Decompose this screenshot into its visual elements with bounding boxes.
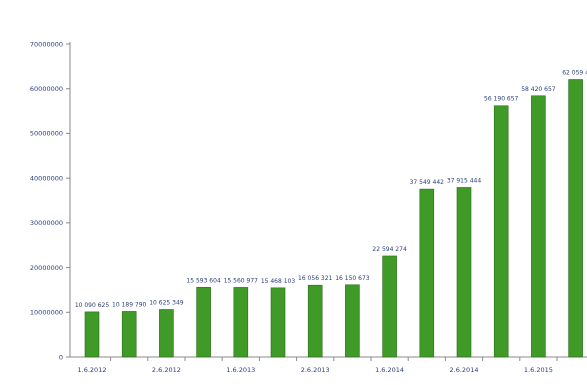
x-tick-label: 2.6.2012 [152, 366, 181, 374]
data-label: 37 549 442 [410, 179, 445, 186]
x-tick-label: 1.6.2012 [78, 366, 107, 374]
x-tick-label: 1.6.2013 [226, 366, 255, 374]
y-tick-label: 30000000 [30, 219, 63, 227]
data-label: 56 190 657 [484, 96, 519, 103]
bar [382, 255, 397, 358]
data-label: 15 560 977 [224, 277, 259, 284]
x-tick-label: 1.6.2014 [375, 366, 404, 374]
bar [345, 284, 360, 358]
data-label: 58 420 657 [521, 86, 556, 93]
data-label: 10 090 625 [75, 302, 110, 309]
x-tick-label: 2.6.2013 [301, 366, 330, 374]
y-tick-label: 10000000 [30, 309, 63, 317]
data-label: 15 468 103 [261, 278, 296, 285]
bar [121, 311, 137, 358]
data-label: 16 056 321 [298, 275, 333, 282]
data-label: 22 594 274 [372, 246, 407, 253]
data-label: 15 593 604 [186, 277, 221, 284]
bar [159, 309, 174, 358]
x-tick-label: 2.6.2014 [450, 366, 479, 374]
y-tick-label: 60000000 [30, 85, 63, 93]
y-tick-label: 50000000 [30, 130, 63, 138]
y-tick-label: 40000000 [30, 174, 63, 182]
y-tick-label: 20000000 [30, 264, 63, 272]
data-label: 16 150 673 [335, 275, 370, 282]
bar [196, 286, 211, 358]
bar [568, 79, 583, 358]
bar [456, 187, 472, 358]
bar [270, 287, 286, 358]
data-label: 10 625 349 [149, 299, 184, 306]
bar [531, 95, 546, 358]
bar [307, 284, 323, 358]
bar [233, 287, 249, 358]
y-tick-label: 0 [59, 353, 63, 361]
data-label: 37 915 444 [447, 177, 482, 184]
x-tick-label: 1.6.2015 [524, 366, 553, 374]
data-label: 10 189 790 [112, 301, 147, 308]
data-label: 62 059 4 [562, 70, 587, 77]
bar [493, 105, 509, 358]
y-tick-label: 70000000 [30, 40, 63, 48]
bar [84, 311, 100, 358]
bar [419, 188, 435, 358]
